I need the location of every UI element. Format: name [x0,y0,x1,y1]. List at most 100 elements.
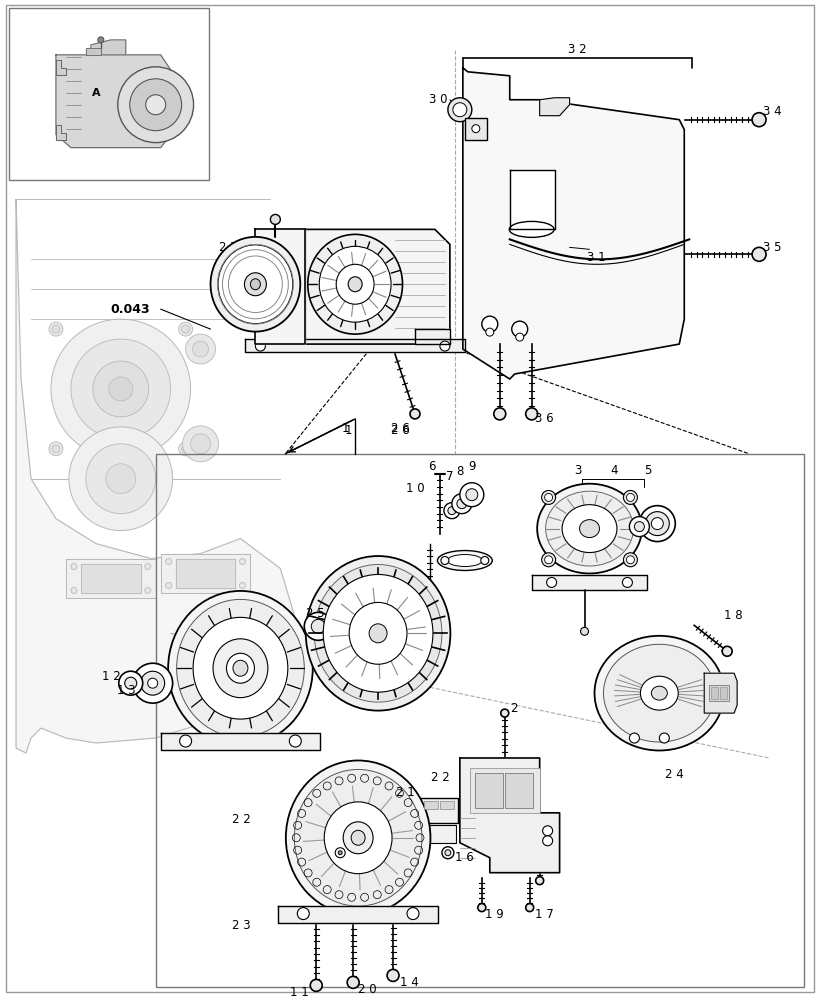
Ellipse shape [192,617,287,719]
Circle shape [525,408,537,420]
Circle shape [52,325,60,333]
Polygon shape [245,339,464,352]
Circle shape [645,512,668,536]
Circle shape [511,321,527,337]
Circle shape [658,733,668,743]
Polygon shape [161,554,250,593]
Text: 2 1: 2 1 [396,786,414,799]
Circle shape [751,247,765,261]
Circle shape [129,79,181,131]
Ellipse shape [369,624,387,643]
Text: A: A [92,88,100,98]
Circle shape [546,577,556,587]
Circle shape [311,619,325,633]
Text: 1 8: 1 8 [723,609,742,622]
Bar [439,801,454,809]
Circle shape [622,577,631,587]
Text: 1 6: 1 6 [455,851,473,864]
Polygon shape [531,575,646,590]
Ellipse shape [447,555,482,566]
Circle shape [629,517,649,537]
Circle shape [544,556,552,564]
Circle shape [310,979,322,991]
Text: 8: 8 [455,465,463,478]
Circle shape [634,522,644,532]
Circle shape [270,214,280,224]
Text: 2 2: 2 2 [431,771,450,784]
Polygon shape [255,229,305,344]
Ellipse shape [640,676,677,710]
Circle shape [500,709,508,717]
Ellipse shape [561,505,616,553]
Text: 3 5: 3 5 [762,241,781,254]
Text: 2 6: 2 6 [390,424,409,437]
Circle shape [410,409,419,419]
Circle shape [144,564,151,569]
Ellipse shape [536,484,641,573]
Text: 4: 4 [610,464,618,477]
Circle shape [493,408,505,420]
Polygon shape [462,68,683,379]
Text: 0.043: 0.043 [111,303,150,316]
Circle shape [541,553,555,567]
Circle shape [52,445,60,453]
Circle shape [70,587,77,593]
Ellipse shape [319,246,391,322]
Ellipse shape [294,769,422,906]
Ellipse shape [314,565,441,702]
Polygon shape [56,60,66,75]
Ellipse shape [210,237,300,332]
Text: 3: 3 [573,464,581,477]
Circle shape [544,493,552,501]
Circle shape [639,506,675,542]
Ellipse shape [250,279,260,290]
Circle shape [424,583,434,593]
Circle shape [465,489,477,501]
Bar [719,687,726,699]
Circle shape [485,328,493,336]
Bar [419,798,457,823]
Text: 2 4: 2 4 [664,768,683,781]
Bar [423,801,437,809]
Polygon shape [161,733,320,750]
Bar [469,768,539,813]
Circle shape [297,908,309,920]
Polygon shape [305,229,450,344]
Ellipse shape [579,520,599,538]
Circle shape [626,493,634,501]
Text: 3 6: 3 6 [534,412,553,425]
Circle shape [580,627,588,635]
Circle shape [179,322,192,336]
Circle shape [525,904,533,912]
Polygon shape [175,559,235,588]
Circle shape [751,113,765,127]
Bar [708,685,728,701]
Circle shape [93,361,148,417]
Circle shape [224,257,233,265]
Circle shape [541,490,555,504]
Circle shape [86,444,156,514]
Ellipse shape [603,644,714,742]
Circle shape [335,848,345,858]
Circle shape [49,322,63,336]
Circle shape [441,847,454,859]
Text: 1 4: 1 4 [400,976,419,989]
Circle shape [181,445,189,453]
Circle shape [337,851,342,855]
Circle shape [626,556,634,564]
Ellipse shape [650,686,667,700]
Ellipse shape [343,822,373,854]
Bar [474,773,502,808]
Circle shape [255,341,265,351]
Polygon shape [56,55,170,148]
Text: 5: 5 [643,464,650,477]
Ellipse shape [336,264,373,304]
Circle shape [118,67,193,143]
Circle shape [146,95,165,115]
Text: 3 1: 3 1 [586,251,605,264]
Ellipse shape [509,221,554,237]
Text: 9: 9 [468,460,475,473]
Ellipse shape [437,551,491,570]
Circle shape [542,826,552,836]
Circle shape [441,557,448,565]
